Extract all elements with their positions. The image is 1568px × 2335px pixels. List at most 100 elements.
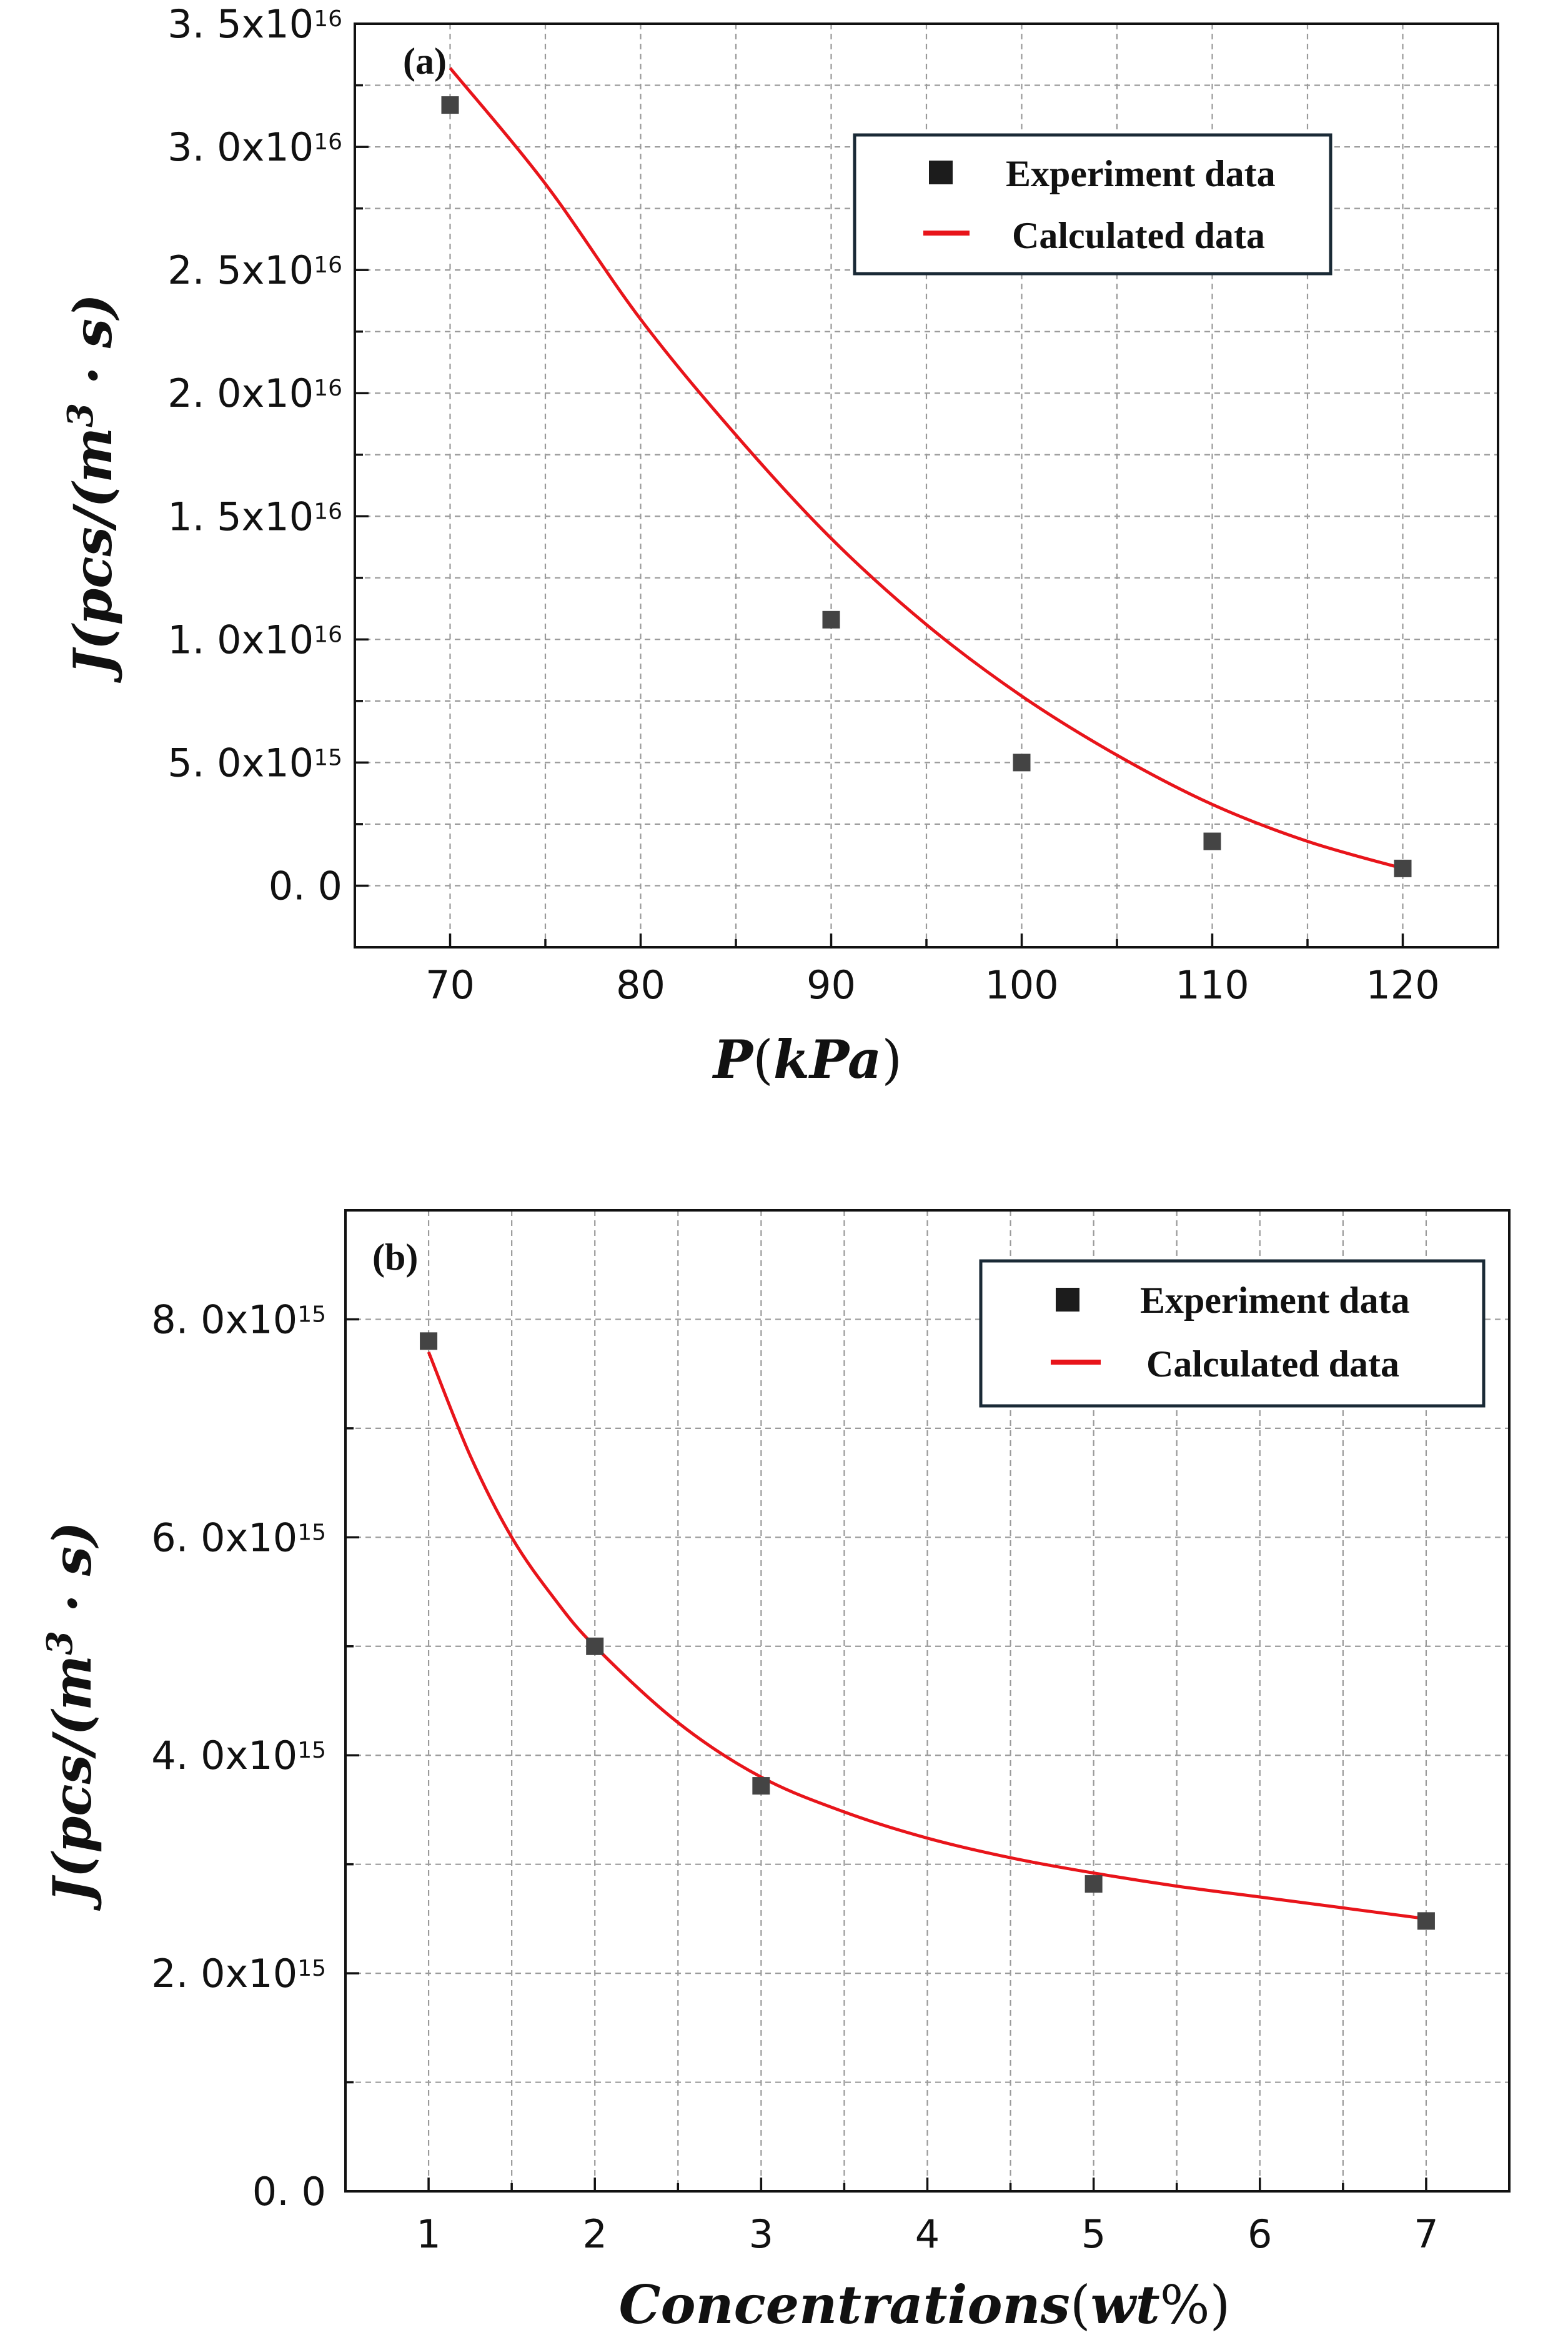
x-axis-title-main: P bbox=[712, 1028, 755, 1090]
experiment-data-point bbox=[822, 610, 840, 629]
y-tick-mantissa: 8. 0x10 bbox=[151, 1297, 297, 1342]
x-tick-label: 5 bbox=[1081, 2211, 1106, 2257]
plot-area-frame bbox=[354, 22, 1499, 948]
y-tick-label: 0. 0 bbox=[252, 2169, 326, 2214]
legend-label-calculated: Calculated data bbox=[1146, 1343, 1399, 1385]
experiment-data-point bbox=[1084, 1875, 1103, 1893]
y-tick-label: 5. 0x1015 bbox=[167, 740, 342, 785]
y-tick-label: 2. 0x1016 bbox=[167, 371, 342, 416]
y-tick-mantissa: 6. 0x10 bbox=[151, 1515, 297, 1560]
panel-label: (b) bbox=[372, 1237, 418, 1278]
x-axis-title-close: ) bbox=[881, 1029, 902, 1090]
calculated-curve bbox=[427, 1351, 1427, 1921]
calculated-data-line bbox=[449, 67, 1404, 870]
y-tick-exponent: 15 bbox=[297, 1956, 326, 1981]
x-axis-title-open: ( bbox=[753, 1029, 773, 1090]
y-tick-mantissa: 1. 0x10 bbox=[167, 617, 314, 662]
x-tick-label: 120 bbox=[1366, 962, 1439, 1008]
y-tick-mantissa: 3. 5x10 bbox=[167, 1, 314, 47]
y-tick-exponent: 16 bbox=[314, 622, 342, 647]
y-tick-mantissa: 2. 0x10 bbox=[167, 371, 314, 416]
y-tick-mantissa: 2. 0x10 bbox=[151, 1951, 297, 1996]
y-axis-title: J(pcs/(m3 · s) bbox=[39, 1521, 103, 1911]
y-tick-mantissa: 3. 0x10 bbox=[167, 124, 314, 170]
experiment-data-point bbox=[752, 1777, 770, 1795]
axis-ticks bbox=[355, 84, 1404, 947]
x-axis-title-unit: kPa bbox=[773, 1028, 882, 1090]
y-tick-label: 8. 0x1015 bbox=[151, 1297, 326, 1342]
y-axis-title: J(pcs/(m3 · s) bbox=[60, 294, 124, 684]
y-tick-label: 3. 5x1016 bbox=[167, 1, 342, 47]
experiment-points bbox=[441, 96, 1412, 877]
x-tick-label: 6 bbox=[1248, 2211, 1272, 2257]
calculated-curve bbox=[449, 67, 1404, 870]
axis-ticks bbox=[345, 1318, 1427, 2191]
legend-label-calculated: Calculated data bbox=[1012, 215, 1265, 256]
y-tick-exponent: 15 bbox=[314, 745, 342, 770]
x-tick-label: 7 bbox=[1414, 2211, 1438, 2257]
experiment-data-point bbox=[586, 1637, 604, 1655]
x-axis-title-main: Concentrations bbox=[619, 2274, 1070, 2335]
x-tick-label: 90 bbox=[806, 962, 856, 1008]
y-axis-title-sup: 3 bbox=[60, 403, 101, 427]
y-tick-mantissa: 1. 5x10 bbox=[167, 494, 314, 539]
y-tick-exponent: 16 bbox=[314, 129, 342, 155]
y-tick-mantissa: 2. 5x10 bbox=[167, 247, 314, 293]
x-tick-label: 3 bbox=[749, 2211, 773, 2257]
y-tick-mantissa: 0. 0 bbox=[252, 2169, 326, 2214]
plot-area-frame bbox=[344, 1209, 1511, 2193]
legend: Experiment data Calculated data bbox=[979, 1259, 1486, 1408]
panel-label: (a) bbox=[403, 41, 447, 82]
x-tick-label: 4 bbox=[915, 2211, 940, 2257]
y-tick-exponent: 16 bbox=[314, 6, 342, 32]
y-tick-exponent: 16 bbox=[314, 252, 342, 278]
y-tick-exponent: 15 bbox=[297, 1738, 326, 1763]
legend: Experiment data Calculated data bbox=[853, 133, 1332, 276]
x-tick-label: 70 bbox=[425, 962, 475, 1008]
x-tick-label: 80 bbox=[616, 962, 665, 1008]
y-tick-mantissa: 0. 0 bbox=[269, 863, 342, 909]
legend-box bbox=[853, 133, 1332, 276]
y-tick-label: 6. 0x1015 bbox=[151, 1515, 326, 1560]
y-tick-mantissa: 5. 0x10 bbox=[167, 740, 314, 785]
x-axis-title: Concentrations(wt%) bbox=[619, 2274, 1231, 2335]
experiment-data-point bbox=[1013, 754, 1031, 772]
experiment-data-point bbox=[1203, 832, 1221, 850]
x-tick-label: 1 bbox=[416, 2211, 440, 2257]
legend-marker-symbol bbox=[929, 161, 953, 184]
experiment-data-point bbox=[420, 1332, 438, 1350]
x-axis-title-unit: wt bbox=[1091, 2274, 1160, 2335]
y-tick-exponent: 16 bbox=[314, 499, 342, 524]
y-tick-label: 2. 0x1015 bbox=[151, 1951, 326, 1996]
y-tick-exponent: 15 bbox=[297, 1302, 326, 1327]
x-axis-title: P(kPa) bbox=[712, 1028, 902, 1090]
y-tick-exponent: 15 bbox=[297, 1520, 326, 1545]
x-axis-title-open: ( bbox=[1070, 2274, 1091, 2335]
x-tick-label: 110 bbox=[1175, 962, 1249, 1008]
calculated-data-line bbox=[427, 1351, 1427, 1921]
y-tick-label: 1. 5x1016 bbox=[167, 494, 342, 539]
y-tick-mantissa: 4. 0x10 bbox=[151, 1733, 297, 1778]
y-tick-label: 1. 0x1016 bbox=[167, 617, 342, 662]
legend-box bbox=[979, 1259, 1486, 1408]
x-tick-label: 100 bbox=[985, 962, 1058, 1008]
y-tick-exponent: 16 bbox=[314, 376, 342, 401]
experiment-data-point bbox=[1394, 859, 1412, 877]
x-tick-labels: 70 80 90 100 110 120 bbox=[425, 962, 1440, 1008]
y-tick-label: 3. 0x1016 bbox=[167, 124, 342, 170]
y-axis-title-pre: J(pcs/(m bbox=[62, 427, 124, 684]
y-tick-label: 0. 0 bbox=[269, 863, 342, 909]
y-axis-title-post: · s) bbox=[62, 294, 124, 403]
x-tick-labels: 1 2 3 4 5 6 7 bbox=[416, 2211, 1438, 2257]
x-tick-label: 2 bbox=[582, 2211, 607, 2257]
legend-label-experiment: Experiment data bbox=[1006, 153, 1276, 194]
experiment-points bbox=[420, 1332, 1435, 1930]
x-axis-title-close: %) bbox=[1160, 2274, 1231, 2335]
experiment-data-point bbox=[441, 96, 459, 114]
y-axis-title-sup: 3 bbox=[39, 1631, 81, 1655]
